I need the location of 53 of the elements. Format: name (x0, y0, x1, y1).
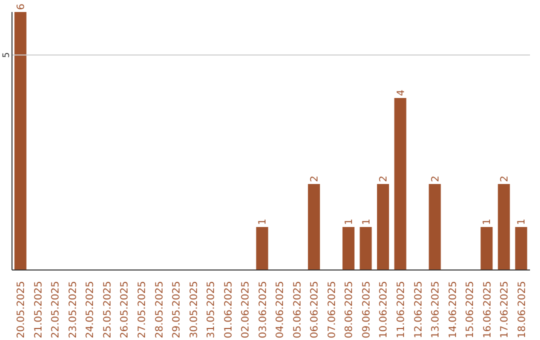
x-tick-label: 06.06.2025 (310, 281, 321, 338)
x-tick-label: 24.05.2025 (85, 281, 96, 338)
bar (256, 227, 268, 270)
bar (14, 12, 26, 270)
bar (308, 184, 320, 270)
bar (428, 184, 441, 270)
data-label: 2 (309, 176, 320, 182)
data-label: 1 (482, 218, 494, 225)
x-tick-label: 08.06.2025 (344, 281, 356, 338)
x-tick-label: 11.06.2025 (396, 281, 407, 338)
x-tick-label: 01.06.2025 (223, 281, 234, 338)
x-tick-label: 20.05.2025 (16, 281, 28, 338)
x-tick-label: 10.06.2025 (378, 281, 390, 338)
data-label: 1 (361, 218, 372, 225)
x-tick-label: 09.06.2025 (361, 281, 372, 338)
x-tick-label: 04.06.2025 (275, 281, 286, 338)
bar (394, 98, 406, 270)
x-tick-label: 13.06.2025 (430, 281, 442, 338)
bar (342, 227, 354, 270)
x-tick-label: 30.05.2025 (188, 281, 200, 338)
x-tick-label: 14.06.2025 (448, 281, 459, 338)
x-tick-label: 25.05.2025 (102, 281, 114, 338)
bar (360, 227, 372, 270)
x-tick-label: 05.06.2025 (292, 281, 304, 338)
data-label: 1 (258, 218, 269, 225)
x-tick-label: 18.06.2025 (516, 281, 528, 338)
x-tick-label: 31.05.2025 (206, 281, 218, 338)
data-label: 2 (499, 176, 510, 182)
x-tick-label: 15.06.2025 (465, 281, 476, 338)
bar (480, 227, 493, 270)
bar (377, 184, 390, 270)
bar (498, 184, 510, 270)
x-tick-label: 03.06.2025 (258, 281, 269, 338)
x-tick-label: 28.05.2025 (154, 281, 166, 338)
x-tick-label: 16.06.2025 (482, 281, 494, 338)
x-tick-label: 27.05.2025 (137, 281, 148, 338)
x-tick-label: 07.06.2025 (326, 281, 338, 338)
x-tick-label: 21.05.2025 (33, 281, 44, 338)
bar (515, 227, 528, 270)
x-tick-label: 23.05.2025 (68, 281, 79, 338)
x-tick-label: 17.06.2025 (500, 281, 511, 338)
x-tick-label: 22.05.2025 (50, 281, 62, 338)
x-tick-label: 26.05.2025 (120, 281, 131, 338)
x-tick-label: 02.06.2025 (240, 281, 252, 338)
data-label: 6 (16, 4, 27, 10)
y-tick-label: 5 (2, 52, 12, 58)
x-tick-label: 29.05.2025 (172, 281, 183, 338)
data-label: 1 (516, 218, 528, 225)
data-label: 2 (378, 176, 390, 182)
data-label: 4 (396, 90, 407, 96)
data-label: 2 (430, 176, 442, 182)
x-tick-label: 12.06.2025 (413, 281, 424, 338)
data-label: 1 (344, 218, 355, 225)
